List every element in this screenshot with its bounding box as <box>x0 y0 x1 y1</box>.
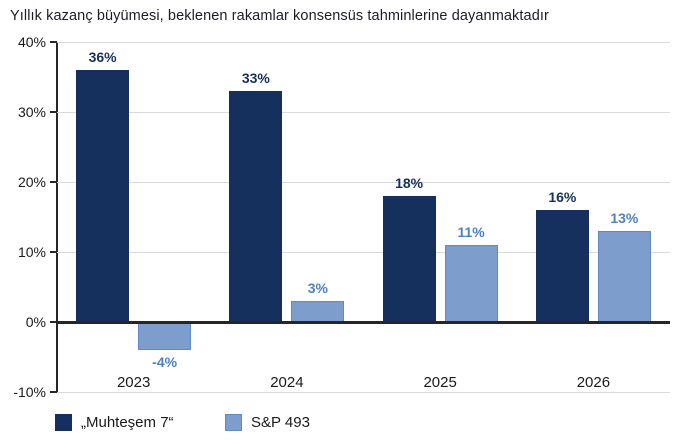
legend-label-muhtesem-7: „Muhteşem 7“ <box>81 413 174 431</box>
bar-series0-2025 <box>382 196 436 322</box>
value-label: 11% <box>457 224 485 240</box>
gridline <box>57 111 670 113</box>
y-tick-label: 40% <box>17 34 46 50</box>
legend-swatch-muhtesem-7 <box>55 413 72 431</box>
bar-series0-2026 <box>535 210 589 322</box>
y-tick <box>50 111 57 113</box>
legend-item-sp493: S&P 493 <box>225 412 310 432</box>
y-tick <box>50 251 57 253</box>
y-tick <box>50 181 57 183</box>
y-tick <box>50 41 57 43</box>
plot-area: 36% -4% 2023 33% 3% 2024 18% 11% 2025 16% 13% 2026 <box>57 41 670 393</box>
x-tick-label: 2024 <box>270 374 304 391</box>
gridline <box>57 181 670 183</box>
y-tick <box>50 321 57 323</box>
legend: „Muhteşem 7“ S&P 493 <box>0 412 700 436</box>
x-tick-label: 2023 <box>116 374 151 391</box>
bar-series0-2023 <box>76 70 130 322</box>
value-label: 33% <box>241 70 270 86</box>
bar-series1-2023 <box>138 322 192 350</box>
x-tick-label: 2025 <box>423 374 457 391</box>
y-tick-label: 20% <box>17 174 46 190</box>
gridline <box>57 391 670 393</box>
value-label: 3% <box>307 280 328 296</box>
gridline <box>57 251 670 253</box>
x-tick-label: 2026 <box>576 374 611 391</box>
y-tick-label: 10% <box>17 244 46 260</box>
value-label: 13% <box>610 210 639 226</box>
legend-label-sp493: S&P 493 <box>251 413 310 431</box>
value-label: 18% <box>395 175 424 191</box>
bar-series0-2024 <box>229 91 283 322</box>
y-tick-label: -10% <box>13 384 46 400</box>
y-tick-label: 0% <box>25 314 46 330</box>
y-tick-label: 30% <box>17 104 46 120</box>
gridline <box>57 41 670 43</box>
value-label: 36% <box>88 49 117 65</box>
chart-title: Yıllık kazanç büyümesi, beklenen rakamla… <box>10 8 549 24</box>
value-label: 16% <box>548 189 577 205</box>
bar-series1-2026 <box>597 231 651 322</box>
bar-series1-2024 <box>291 301 345 322</box>
zero-line <box>57 320 670 324</box>
value-label: -4% <box>152 354 178 370</box>
bar-series1-2025 <box>444 245 498 322</box>
y-tick <box>50 391 57 393</box>
legend-swatch-sp493 <box>225 413 242 431</box>
legend-item-muhtesem-7: „Muhteşem 7“ <box>55 412 174 432</box>
y-axis-line <box>56 42 58 393</box>
